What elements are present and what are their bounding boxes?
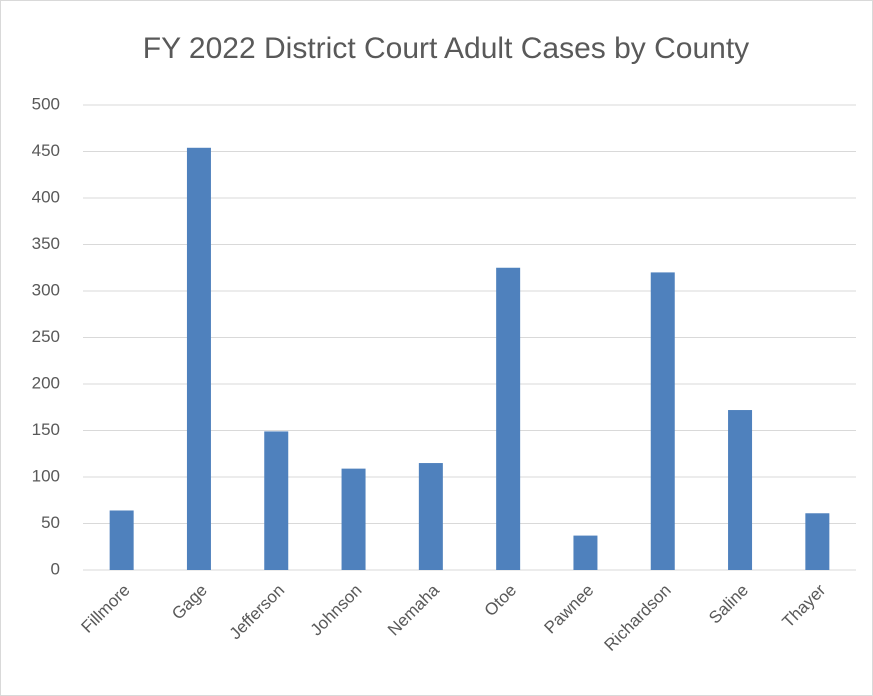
y-tick-label: 100 [32, 466, 60, 485]
bar [186, 147, 211, 570]
chart-title: FY 2022 District Court Adult Cases by Co… [143, 32, 749, 65]
y-tick-label: 350 [32, 234, 60, 253]
y-tick-label: 450 [32, 141, 60, 160]
bar [418, 463, 443, 570]
y-tick-label: 50 [41, 513, 60, 532]
bar [109, 510, 134, 570]
y-tick-label: 0 [51, 559, 60, 578]
y-tick-label: 200 [32, 373, 60, 392]
y-tick-label: 300 [32, 280, 60, 299]
y-tick-label: 500 [32, 94, 60, 113]
bar [341, 468, 366, 570]
bar [496, 267, 521, 570]
bar [264, 431, 289, 570]
bar [573, 535, 598, 570]
y-tick-label: 150 [32, 420, 60, 439]
bar [805, 513, 830, 570]
y-tick-label: 400 [32, 187, 60, 206]
bar [650, 272, 675, 570]
y-tick-label: 250 [32, 327, 60, 346]
bar [728, 410, 753, 570]
